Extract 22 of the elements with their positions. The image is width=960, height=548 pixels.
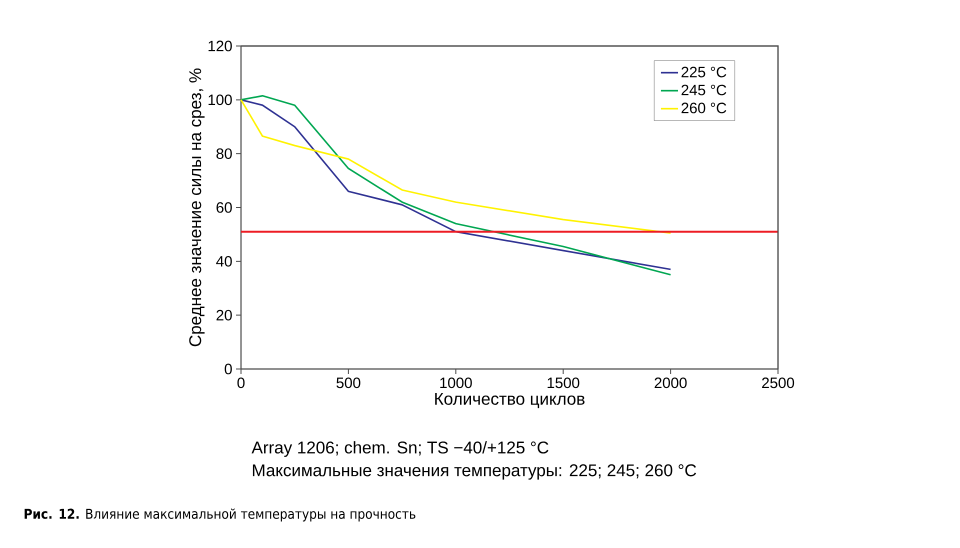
x-tick-label: 2000 xyxy=(654,378,687,388)
legend-label: 245 °C xyxy=(682,84,726,96)
line-series xyxy=(240,99,672,234)
text: Максимальные значения температуры: 225; 245; 260 °C xyxy=(252,464,696,480)
y-tick-label: 100 xyxy=(208,94,232,106)
text: Array 1206; chem. Sn; TS −40/+125 °C xyxy=(252,441,548,457)
y-tick-label: 40 xyxy=(216,256,232,267)
x-tick-label: 1500 xyxy=(548,378,580,388)
legend-label: 260 °C xyxy=(682,102,726,114)
y-tick-label: 60 xyxy=(216,202,232,213)
x-tick-label: 0 xyxy=(237,378,245,388)
x-tick-label: 500 xyxy=(336,378,360,388)
x-axis-title: Количество циклов xyxy=(435,393,585,408)
y-tick-label: 0 xyxy=(224,364,232,374)
y-axis-title: Среднее значение силы на срез, % xyxy=(189,68,205,346)
x-tick-label: 2500 xyxy=(762,378,794,388)
y-tick-label: 120 xyxy=(208,40,232,52)
y-tick-label: 20 xyxy=(216,310,232,320)
y-tick-label: 80 xyxy=(216,148,232,159)
legend-label: 225 °C xyxy=(682,66,726,78)
text: Рис. 12. Влияние максимальной температуры на прочность xyxy=(24,508,416,522)
x-tick-label: 1000 xyxy=(440,378,472,388)
